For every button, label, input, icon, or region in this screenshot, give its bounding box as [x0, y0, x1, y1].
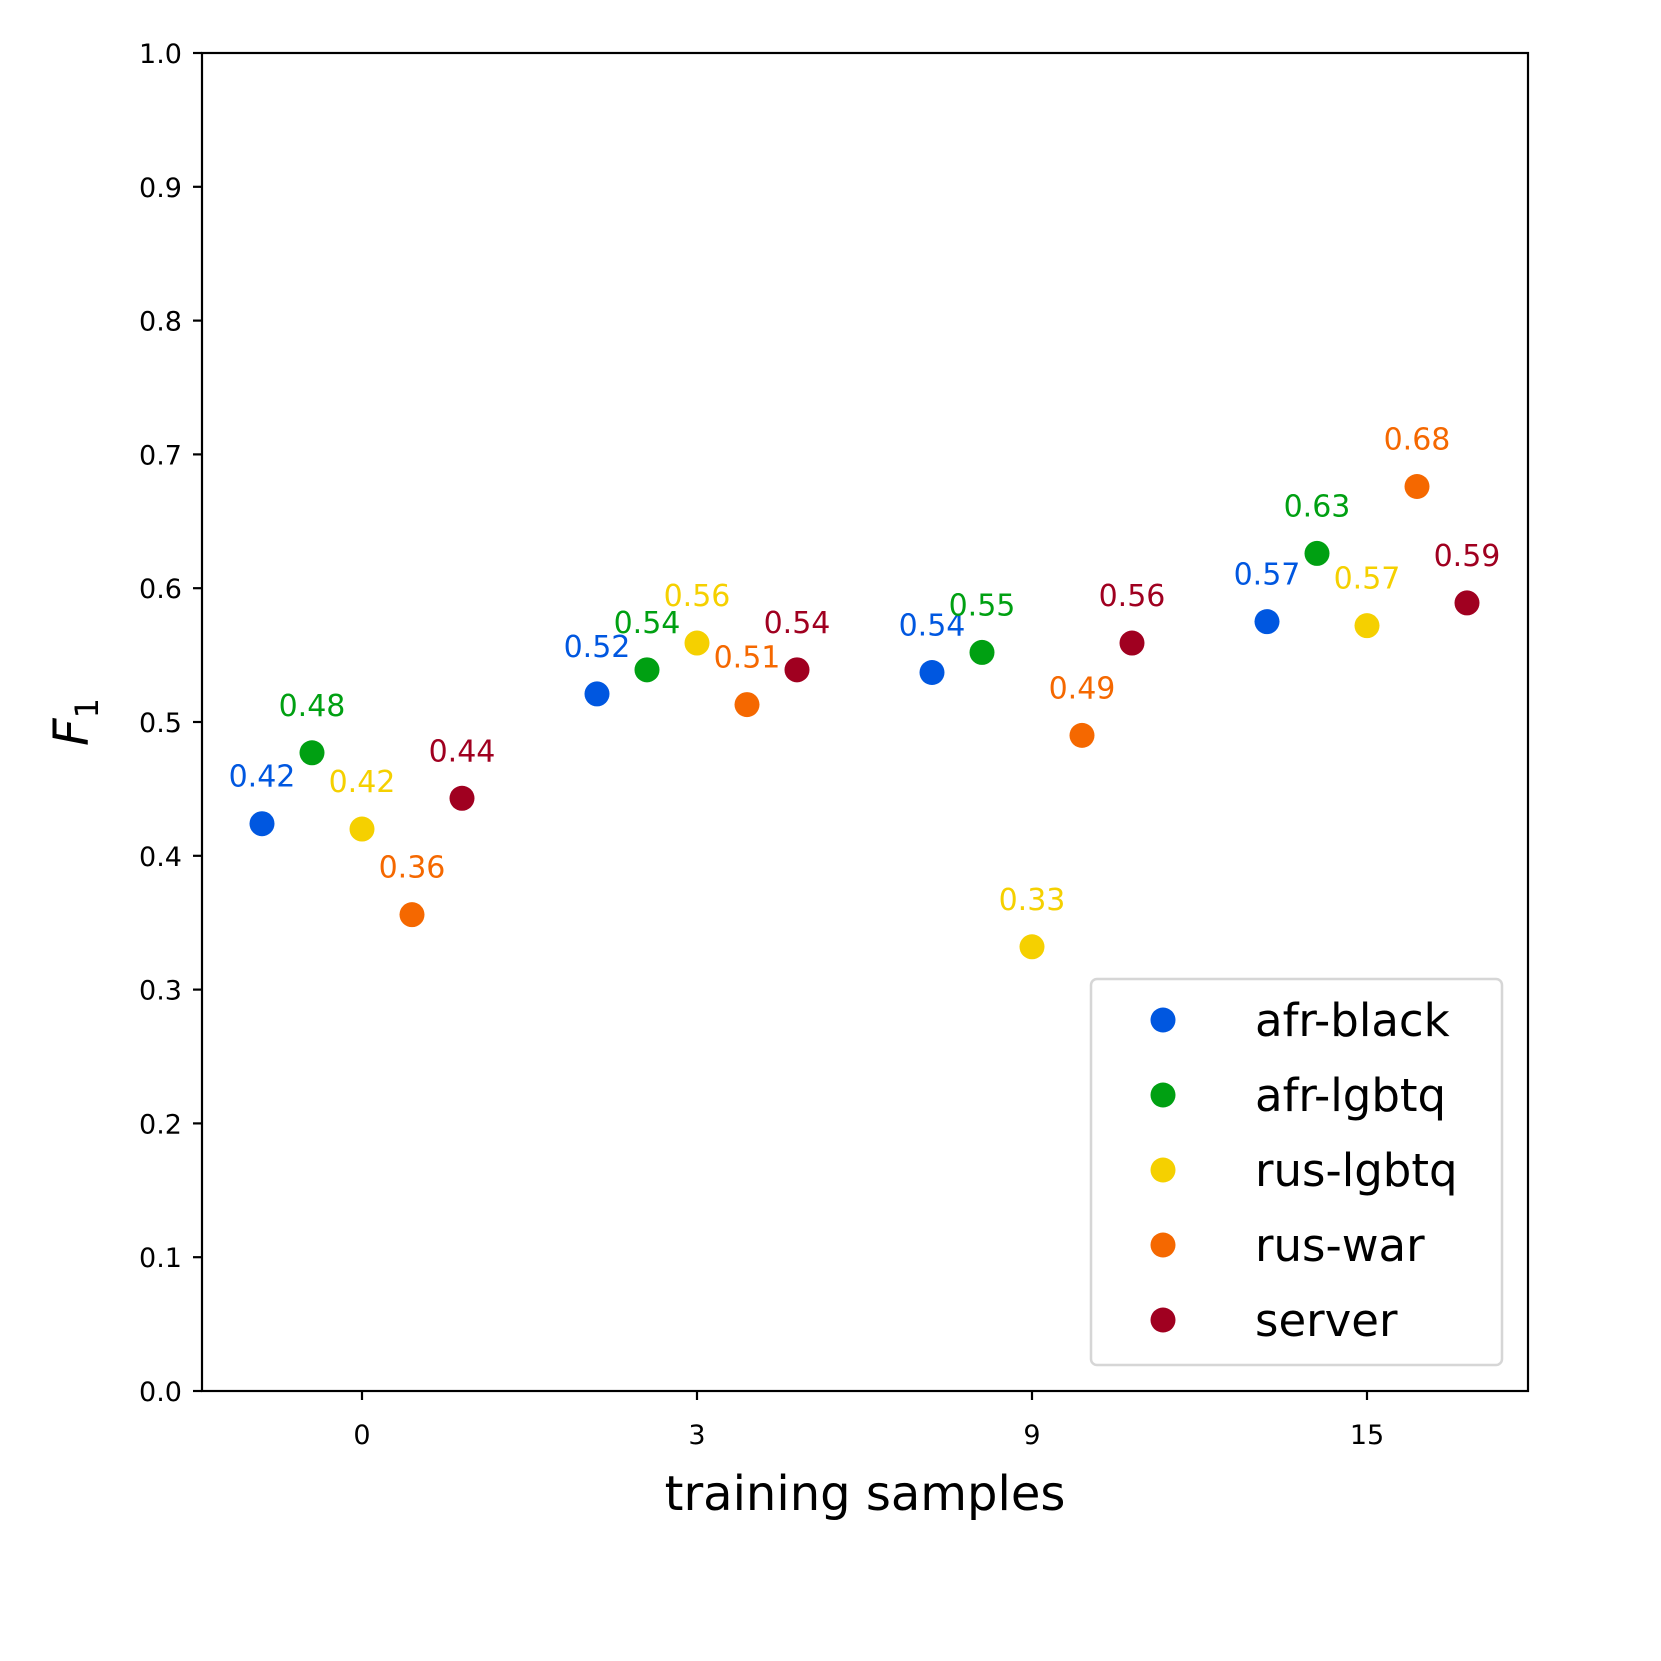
data-point-rus-war [734, 692, 760, 718]
data-label-server: 0.59 [1434, 539, 1501, 574]
data-point-rus-lgbtq [1019, 934, 1045, 960]
data-point-server [449, 785, 475, 811]
y-axis-title-subscript: 1 [68, 698, 106, 718]
data-point-rus-lgbtq [1354, 613, 1380, 639]
data-label-afr-lgbtq: 0.54 [614, 606, 681, 641]
data-label-rus-war: 0.51 [714, 641, 781, 676]
legend-frame [1089, 977, 1504, 1367]
data-point-afr-lgbtq [634, 657, 660, 683]
data-label-afr-black: 0.54 [899, 608, 966, 643]
y-tick-label: 0.1 [139, 1243, 182, 1274]
data-point-afr-black [249, 811, 275, 837]
data-label-server: 0.54 [764, 606, 831, 641]
data-point-afr-black [584, 681, 610, 707]
x-tick-label: 9 [1023, 1420, 1040, 1451]
data-point-rus-lgbtq [349, 816, 375, 842]
data-point-rus-war [1404, 474, 1430, 500]
legend-item-afr-lgbtq: afr-lgbtq [1150, 1069, 1446, 1122]
y-tick-label: 0.0 [139, 1377, 182, 1408]
y-axis: 0.0 0.1 0.2 0.3 0.4 0.5 0.6 0.7 0.8 0.9 1.0 [139, 39, 202, 1408]
legend-item-afr-black: afr-black [1150, 994, 1450, 1047]
data-label-rus-war: 0.36 [379, 851, 446, 886]
legend-label: rus-war [1255, 1219, 1425, 1272]
y-tick-label: 0.5 [139, 708, 182, 739]
data-point-server [784, 657, 810, 683]
y-tick-label: 0.9 [139, 173, 182, 204]
data-point-rus-war [399, 902, 425, 928]
legend-marker [1150, 1157, 1176, 1183]
legend-label: afr-black [1255, 994, 1450, 1047]
plot-marks: 0.420.520.540.570.480.54 0.550.630.420.56… [229, 423, 1501, 960]
data-label-afr-black: 0.42 [229, 760, 296, 795]
data-label-afr-black: 0.57 [1234, 558, 1301, 593]
data-point-rus-war [1069, 722, 1095, 748]
x-tick-label: 3 [688, 1420, 705, 1451]
legend-item-rus-lgbtq: rus-lgbtq [1150, 1144, 1458, 1197]
y-tick-label: 0.7 [139, 440, 182, 471]
data-point-afr-black [919, 659, 945, 685]
data-point-afr-lgbtq [1304, 540, 1330, 566]
legend-item-server: server [1150, 1294, 1398, 1347]
y-tick-label: 0.2 [139, 1109, 182, 1140]
y-tick-label: 0.6 [139, 574, 182, 605]
data-label-afr-lgbtq: 0.48 [279, 689, 346, 724]
legend-item-rus-war: rus-war [1150, 1219, 1425, 1272]
data-label-server: 0.56 [1099, 579, 1166, 614]
data-label-afr-lgbtq: 0.63 [1284, 489, 1351, 524]
data-label-rus-lgbtq: 0.42 [329, 765, 396, 800]
legend-marker [1150, 1082, 1176, 1108]
legend-marker [1150, 1232, 1176, 1258]
legend-label: afr-lgbtq [1255, 1069, 1446, 1122]
data-label-rus-lgbtq: 0.56 [664, 579, 731, 614]
data-label-rus-war: 0.49 [1049, 671, 1116, 706]
legend-label: server [1255, 1294, 1398, 1347]
data-label-afr-lgbtq: 0.55 [949, 588, 1016, 623]
data-point-server [1454, 590, 1480, 616]
legend-marker [1150, 1007, 1176, 1033]
data-label-server: 0.44 [429, 734, 496, 769]
data-point-server [1119, 630, 1145, 656]
legend-label: rus-lgbtq [1255, 1144, 1458, 1197]
x-tick-label: 15 [1350, 1420, 1384, 1451]
legend: afr-black afr-lgbtq rus-lgbtq rus-war server [1089, 977, 1504, 1367]
legend-marker [1150, 1307, 1176, 1333]
y-axis-title: F1 [44, 698, 106, 746]
y-tick-label: 1.0 [139, 39, 182, 70]
data-label-rus-lgbtq: 0.57 [1334, 562, 1401, 597]
x-axis: 0 3 9 15 [353, 1391, 1384, 1451]
data-point-afr-lgbtq [299, 740, 325, 766]
data-label-afr-black: 0.52 [564, 630, 631, 665]
y-axis-title-main: F [44, 717, 100, 746]
y-tick-label: 0.4 [139, 842, 182, 873]
y-tick-label: 0.3 [139, 976, 182, 1007]
svg-text:F1: F1 [44, 698, 106, 746]
y-tick-label: 0.8 [139, 307, 182, 338]
x-tick-label: 0 [353, 1420, 370, 1451]
data-point-afr-black [1254, 609, 1280, 635]
data-point-rus-lgbtq [684, 630, 710, 656]
data-label-rus-war: 0.68 [1384, 423, 1451, 458]
data-label-rus-lgbtq: 0.33 [999, 883, 1066, 918]
x-axis-title: training samples [665, 1466, 1066, 1522]
data-point-afr-lgbtq [969, 639, 995, 665]
